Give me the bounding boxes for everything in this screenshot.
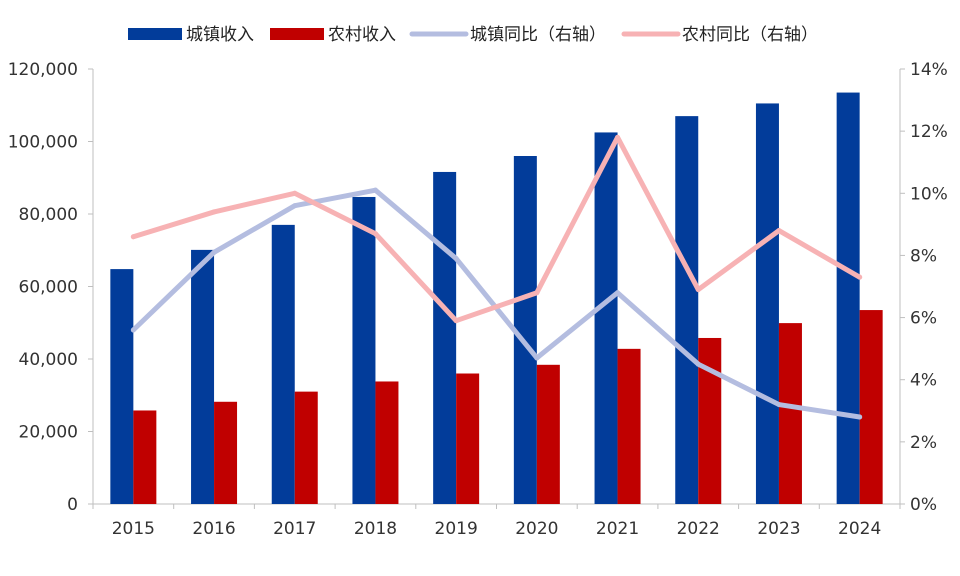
- point-rural-yoy: [372, 231, 378, 237]
- bar-rural-income: [778, 323, 802, 504]
- bar-rural-income: [375, 381, 399, 504]
- point-rural-yoy: [534, 290, 540, 296]
- bar-urban-income: [191, 249, 215, 504]
- point-urban-yoy: [130, 327, 136, 333]
- x-tick-label: 2021: [596, 519, 639, 539]
- point-rural-yoy: [292, 190, 298, 196]
- point-urban-yoy: [695, 361, 701, 367]
- point-rural-yoy: [211, 209, 217, 215]
- y-left-tick-label: 40,000: [19, 350, 78, 370]
- y-right-tick-label: 6%: [910, 309, 937, 329]
- bar-rural-income: [536, 364, 560, 504]
- bar-rural-income: [456, 373, 480, 504]
- point-urban-yoy: [211, 249, 217, 255]
- x-tick-label: 2024: [838, 519, 881, 539]
- legend-label-urban-income: 城镇收入: [186, 25, 254, 45]
- y-left-tick-label: 80,000: [19, 205, 78, 225]
- line-rural-yoy: [130, 134, 863, 324]
- bar-rural-income: [698, 337, 722, 504]
- y-right-tick-label: 12%: [910, 122, 948, 142]
- point-urban-yoy: [292, 203, 298, 209]
- y-left-tick-label: 120,000: [8, 60, 78, 80]
- legend-swatch-rural-income: [270, 28, 324, 40]
- legend-label-rural-yoy: 农村同比（右轴）: [682, 25, 818, 45]
- bar-urban-income: [755, 103, 779, 504]
- bar-urban-income: [594, 132, 618, 504]
- point-rural-yoy: [776, 228, 782, 234]
- bar-rural-income: [133, 410, 157, 504]
- legend-label-rural-income: 农村收入: [328, 25, 396, 45]
- y-right-tick-label: 14%: [910, 60, 948, 80]
- y-left-tick-label: 100,000: [8, 133, 78, 153]
- y-right-tick-label: 4%: [910, 371, 937, 391]
- bars: [110, 92, 883, 504]
- x-tick-label: 2020: [515, 519, 558, 539]
- bar-rural-income: [214, 401, 238, 504]
- point-rural-yoy: [615, 134, 621, 140]
- bar-rural-income: [294, 391, 318, 504]
- y-left-tick-label: 60,000: [19, 278, 78, 298]
- bar-urban-income: [675, 116, 699, 504]
- y-right-tick-label: 0%: [910, 495, 937, 515]
- x-tick-label: 2017: [273, 519, 316, 539]
- point-urban-yoy: [776, 402, 782, 408]
- bar-urban-income: [110, 269, 134, 504]
- legend-label-urban-yoy: 城镇同比（右轴）: [470, 25, 606, 45]
- x-tick-label: 2016: [192, 519, 235, 539]
- point-urban-yoy: [857, 414, 863, 420]
- bar-rural-income: [617, 348, 641, 504]
- bar-urban-income: [271, 224, 295, 504]
- y-left-tick-label: 20,000: [19, 423, 78, 443]
- bar-urban-income: [836, 92, 860, 504]
- x-tick-label: 2018: [354, 519, 397, 539]
- y-right-tick-label: 2%: [910, 433, 937, 453]
- point-urban-yoy: [615, 290, 621, 296]
- point-rural-yoy: [695, 287, 701, 293]
- point-urban-yoy: [453, 256, 459, 262]
- bar-urban-income: [433, 171, 457, 504]
- x-tick-label: 2015: [112, 519, 155, 539]
- bar-urban-income: [352, 196, 376, 504]
- point-rural-yoy: [453, 318, 459, 324]
- x-tick-label: 2023: [757, 519, 800, 539]
- point-urban-yoy: [372, 187, 378, 193]
- y-right-tick-label: 8%: [910, 246, 937, 266]
- point-rural-yoy: [857, 274, 863, 280]
- bar-rural-income: [859, 310, 883, 504]
- lines: [130, 134, 863, 420]
- legend: 城镇收入 农村收入 城镇同比（右轴） 农村同比（右轴）: [128, 25, 818, 45]
- x-tick-label: 2022: [677, 519, 720, 539]
- legend-swatch-urban-income: [128, 28, 182, 40]
- bar-urban-income: [513, 156, 537, 504]
- x-tick-label: 2019: [435, 519, 478, 539]
- y-right-tick-label: 10%: [910, 184, 948, 204]
- y-left-tick-label: 0: [67, 495, 78, 515]
- axes: 0 20,000 40,000 60,000 80,000 100,000 120,000 0…: [8, 60, 948, 539]
- point-urban-yoy: [534, 355, 540, 361]
- point-rural-yoy: [130, 234, 136, 240]
- line-urban-yoy: [130, 187, 863, 420]
